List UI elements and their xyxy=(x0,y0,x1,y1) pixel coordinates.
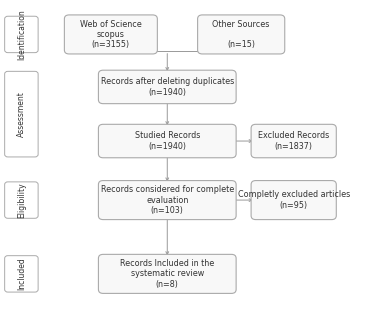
FancyBboxPatch shape xyxy=(64,15,157,54)
Text: Web of Science
scopus
(n=3155): Web of Science scopus (n=3155) xyxy=(80,20,142,49)
FancyBboxPatch shape xyxy=(5,256,38,292)
FancyBboxPatch shape xyxy=(251,180,336,220)
FancyBboxPatch shape xyxy=(98,70,236,104)
Text: Completly excluded articles
(n=95): Completly excluded articles (n=95) xyxy=(238,190,350,210)
FancyBboxPatch shape xyxy=(251,124,336,158)
Text: Eligibility: Eligibility xyxy=(17,182,26,218)
FancyBboxPatch shape xyxy=(198,15,285,54)
Text: Records considered for complete
evaluation
(n=103): Records considered for complete evaluati… xyxy=(101,185,234,215)
Text: Included: Included xyxy=(17,257,26,290)
FancyBboxPatch shape xyxy=(5,16,38,52)
FancyBboxPatch shape xyxy=(5,182,38,218)
Text: Identification: Identification xyxy=(17,9,26,60)
Text: Other Sources

(n=15): Other Sources (n=15) xyxy=(212,20,270,49)
FancyBboxPatch shape xyxy=(98,124,236,158)
Text: Studied Records
(n=1940): Studied Records (n=1940) xyxy=(135,131,200,151)
Text: Excluded Records
(n=1837): Excluded Records (n=1837) xyxy=(258,131,329,151)
FancyBboxPatch shape xyxy=(5,71,38,157)
FancyBboxPatch shape xyxy=(98,180,236,220)
Text: Records Included in the
systematic review
(n=8): Records Included in the systematic revie… xyxy=(120,259,214,289)
Text: Records after deleting duplicates
(n=1940): Records after deleting duplicates (n=194… xyxy=(101,77,234,97)
FancyBboxPatch shape xyxy=(98,255,236,293)
Text: Assessment: Assessment xyxy=(17,91,26,137)
